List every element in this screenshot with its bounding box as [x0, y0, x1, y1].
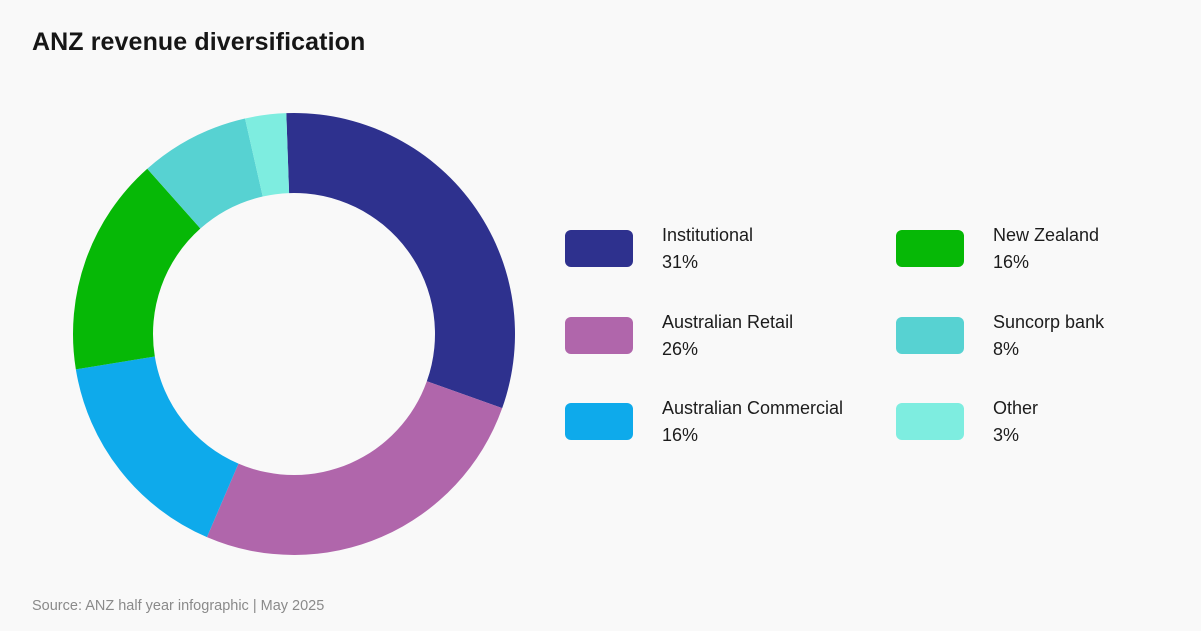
- legend-swatch: [565, 403, 633, 440]
- legend-value: 3%: [993, 425, 1020, 445]
- legend-label: Australian Retail: [662, 312, 794, 332]
- legend-item-australian-retail: Australian Retail 26%: [565, 309, 793, 363]
- donut-segment-suncorp-bank: [147, 118, 263, 229]
- legend-item-other: Other 3%: [896, 395, 1038, 449]
- chart-legend: Institutional 31% Australian Retail 26% …: [565, 222, 1165, 452]
- chart-title: ANZ revenue diversification: [32, 28, 366, 56]
- legend-item-institutional: Institutional 31%: [565, 222, 753, 276]
- legend-value: 16%: [993, 252, 1030, 272]
- legend-swatch: [565, 317, 633, 354]
- legend-value: 8%: [993, 339, 1020, 359]
- legend-label: New Zealand: [993, 225, 1100, 245]
- legend-value: 26%: [662, 339, 699, 359]
- legend-swatch: [896, 403, 964, 440]
- legend-label: Other: [993, 398, 1039, 418]
- legend-swatch: [565, 230, 633, 267]
- legend-label: Australian Commercial: [662, 398, 844, 418]
- legend-label: Institutional: [662, 225, 754, 245]
- legend-item-new-zealand: New Zealand 16%: [896, 222, 1099, 276]
- legend-swatch: [896, 317, 964, 354]
- donut-segment-other: [245, 113, 290, 197]
- source-note: Source: ANZ half year infographic | May …: [32, 598, 325, 614]
- donut-chart: [73, 113, 515, 555]
- legend-item-australian-commercial: Australian Commercial 16%: [565, 395, 843, 449]
- legend-swatch: [896, 230, 964, 267]
- legend-label: Suncorp bank: [993, 312, 1105, 332]
- legend-item-suncorp-bank: Suncorp bank 8%: [896, 309, 1104, 363]
- donut-segment-australian-commercial: [75, 356, 239, 538]
- legend-value: 16%: [662, 425, 699, 445]
- donut-segment-institutional: [286, 113, 515, 409]
- donut-segment-australian-retail: [206, 381, 503, 555]
- donut-segment-new-zealand: [73, 168, 201, 370]
- legend-value: 31%: [662, 252, 699, 272]
